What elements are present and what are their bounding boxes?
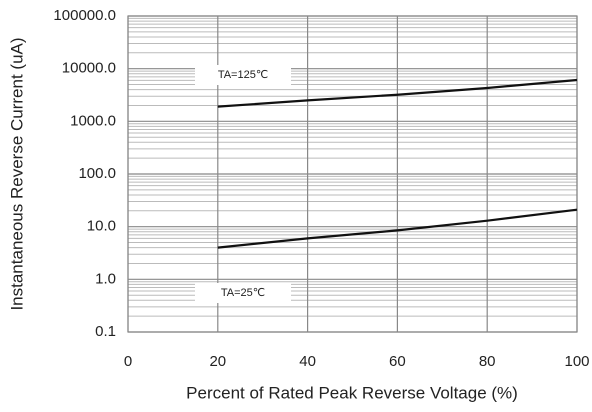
x-tick-label: 40 <box>299 353 316 370</box>
x-tick-label: 80 <box>479 353 496 370</box>
series-label: TA=125℃ <box>218 69 268 81</box>
x-tick-label: 20 <box>209 353 226 370</box>
series-label: TA=25℃ <box>221 287 265 299</box>
y-tick-label: 1000.0 <box>70 112 116 129</box>
x-tick-label: 0 <box>124 353 132 370</box>
annotation-box <box>195 65 291 85</box>
y-tick-label: 10.0 <box>87 218 116 235</box>
y-tick-label: 0.1 <box>95 323 116 340</box>
plot-border <box>127 15 578 333</box>
x-axis-label: Percent of Rated Peak Reverse Voltage (%… <box>186 383 518 402</box>
y-tick-label: 100.0 <box>78 165 116 182</box>
y-tick-label: 10000.0 <box>62 60 116 77</box>
series-line <box>217 208 578 249</box>
x-tick-label: 100 <box>564 353 589 370</box>
y-axis-label: Instantaneous Reverse Current (uA) <box>7 37 26 310</box>
series-line <box>217 78 578 108</box>
y-tick-label: 100000.0 <box>53 7 116 24</box>
x-tick-label: 60 <box>389 353 406 370</box>
y-tick-label: 1.0 <box>95 270 116 287</box>
annotation-box <box>195 283 291 303</box>
